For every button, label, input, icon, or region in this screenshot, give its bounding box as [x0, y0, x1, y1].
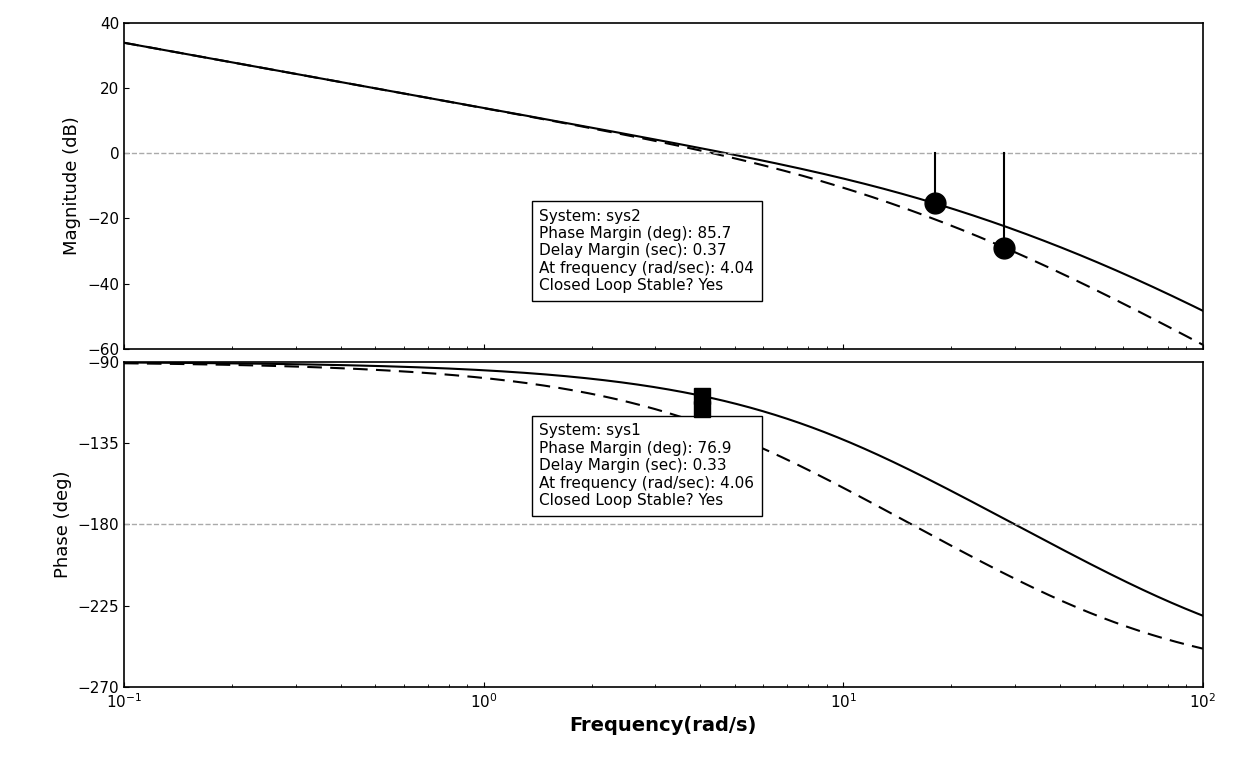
Text: System: sys2
Phase Margin (deg): 85.7
Delay Margin (sec): 0.37
At frequency (rad: System: sys2 Phase Margin (deg): 85.7 De…: [539, 208, 754, 293]
Text: System: sys1
Phase Margin (deg): 76.9
Delay Margin (sec): 0.33
At frequency (rad: System: sys1 Phase Margin (deg): 76.9 De…: [539, 424, 754, 508]
Y-axis label: Phase (deg): Phase (deg): [53, 471, 72, 578]
Y-axis label: Magnitude (dB): Magnitude (dB): [63, 117, 82, 256]
X-axis label: Frequency(rad/s): Frequency(rad/s): [569, 716, 758, 735]
